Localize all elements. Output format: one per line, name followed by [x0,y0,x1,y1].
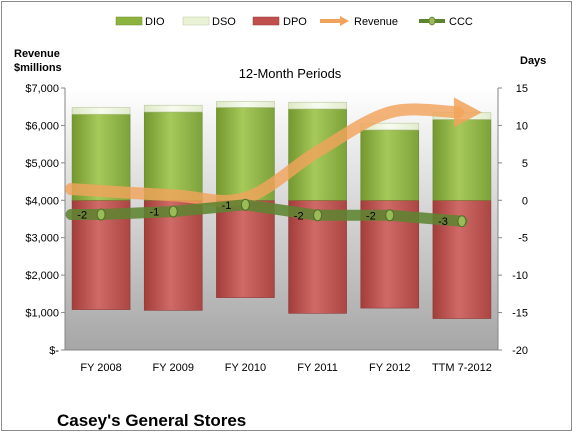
left-tick-label: $6,000 [25,120,59,132]
legend-label-revenue: Revenue [354,16,398,28]
legend-item-dso: DSO [182,16,236,28]
bar-dio [143,111,203,201]
category-label: TTM 7-2012 [432,362,492,374]
legend-item-revenue: Revenue [320,16,398,28]
right-axis-ticks: -20 -15 -10 -5 0 5 10 15 [498,83,528,357]
left-axis-ticks: $- $1,000 $2,000 $3,000 $4,000 $5,000 $6,000 $7… [25,83,65,357]
legend-swatch-dpo [252,16,280,26]
left-tick-label: $- [49,345,59,357]
category-labels: FY 2008 FY 2009 FY 2010 FY 2011 FY 2012 TTM 7… [80,362,491,374]
legend-label-dso: DSO [212,16,236,28]
bar-dso [71,107,131,115]
right-tick-label: 15 [516,83,528,95]
left-tick-label: $1,000 [25,308,59,320]
category-label: FY 2011 [297,362,338,374]
revenue-arrowhead [453,97,482,128]
revenue-series [65,97,482,207]
right-axis-title: Days [520,55,546,67]
ccc-marker [168,205,178,218]
left-tick-label: $7,000 [25,83,59,95]
right-tick-label: 0 [522,195,528,207]
bar-dio [360,129,420,201]
category-label: FY 2012 [369,362,410,374]
right-tick-label: -15 [512,308,528,320]
bar-dpo [143,199,203,311]
ccc-marker [457,215,467,228]
bar-dio [432,119,492,201]
right-tick-label: -5 [518,233,528,245]
legend-item-dpo: DPO [252,16,307,28]
revenue-line [65,103,464,207]
left-tick-label: $3,000 [25,233,59,245]
legend-item-ccc: CCC [419,16,473,28]
ccc-data-label: -1 [222,200,232,212]
legend-item-dio: DIO [115,16,165,28]
legend-label-dio: DIO [145,16,165,28]
left-axis-title-line1: Revenue [14,48,60,60]
chart-title: 12-Month Periods [239,66,342,81]
legend-label-dpo: DPO [283,16,307,28]
right-tick-label: -10 [512,270,528,282]
bar-dso [216,101,275,108]
left-tick-label: $5,000 [25,158,59,170]
right-tick-label: 5 [522,158,528,170]
ccc-data-label: -2 [366,210,376,222]
company-title: Casey's General Stores [57,411,246,430]
legend-label-ccc: CCC [449,16,473,28]
ccc-marker [240,198,250,211]
legend-marker-ccc [428,16,436,26]
right-tick-label: 10 [516,120,528,132]
legend-swatch-dio [115,16,143,26]
left-tick-label: $4,000 [25,195,59,207]
category-label: FY 2010 [225,362,266,374]
ccc-data-label: -3 [438,216,448,228]
ccc-data-label: -2 [294,210,304,222]
ccc-data-label: -2 [77,210,87,222]
category-label: FY 2009 [153,362,194,374]
bar-dpo [216,199,275,298]
bar-dso [143,104,203,113]
legend-swatch-dso [182,16,210,26]
left-axis-title-line2: $millions [14,62,62,74]
ccc-marker [313,209,323,222]
ccc-marker [96,208,106,221]
ccc-series: -2 -1 -1 -2 -2 -3 [65,198,468,228]
ccc-marker [385,209,395,222]
legend-arrow-revenue [340,16,349,26]
bar-dso [288,101,347,110]
category-label: FY 2008 [80,362,121,374]
right-tick-label: -20 [512,345,528,357]
legend: DIO DSO DPO Revenue CCC [115,16,473,28]
ccc-data-label: -1 [149,207,159,219]
left-tick-label: $2,000 [25,270,59,282]
